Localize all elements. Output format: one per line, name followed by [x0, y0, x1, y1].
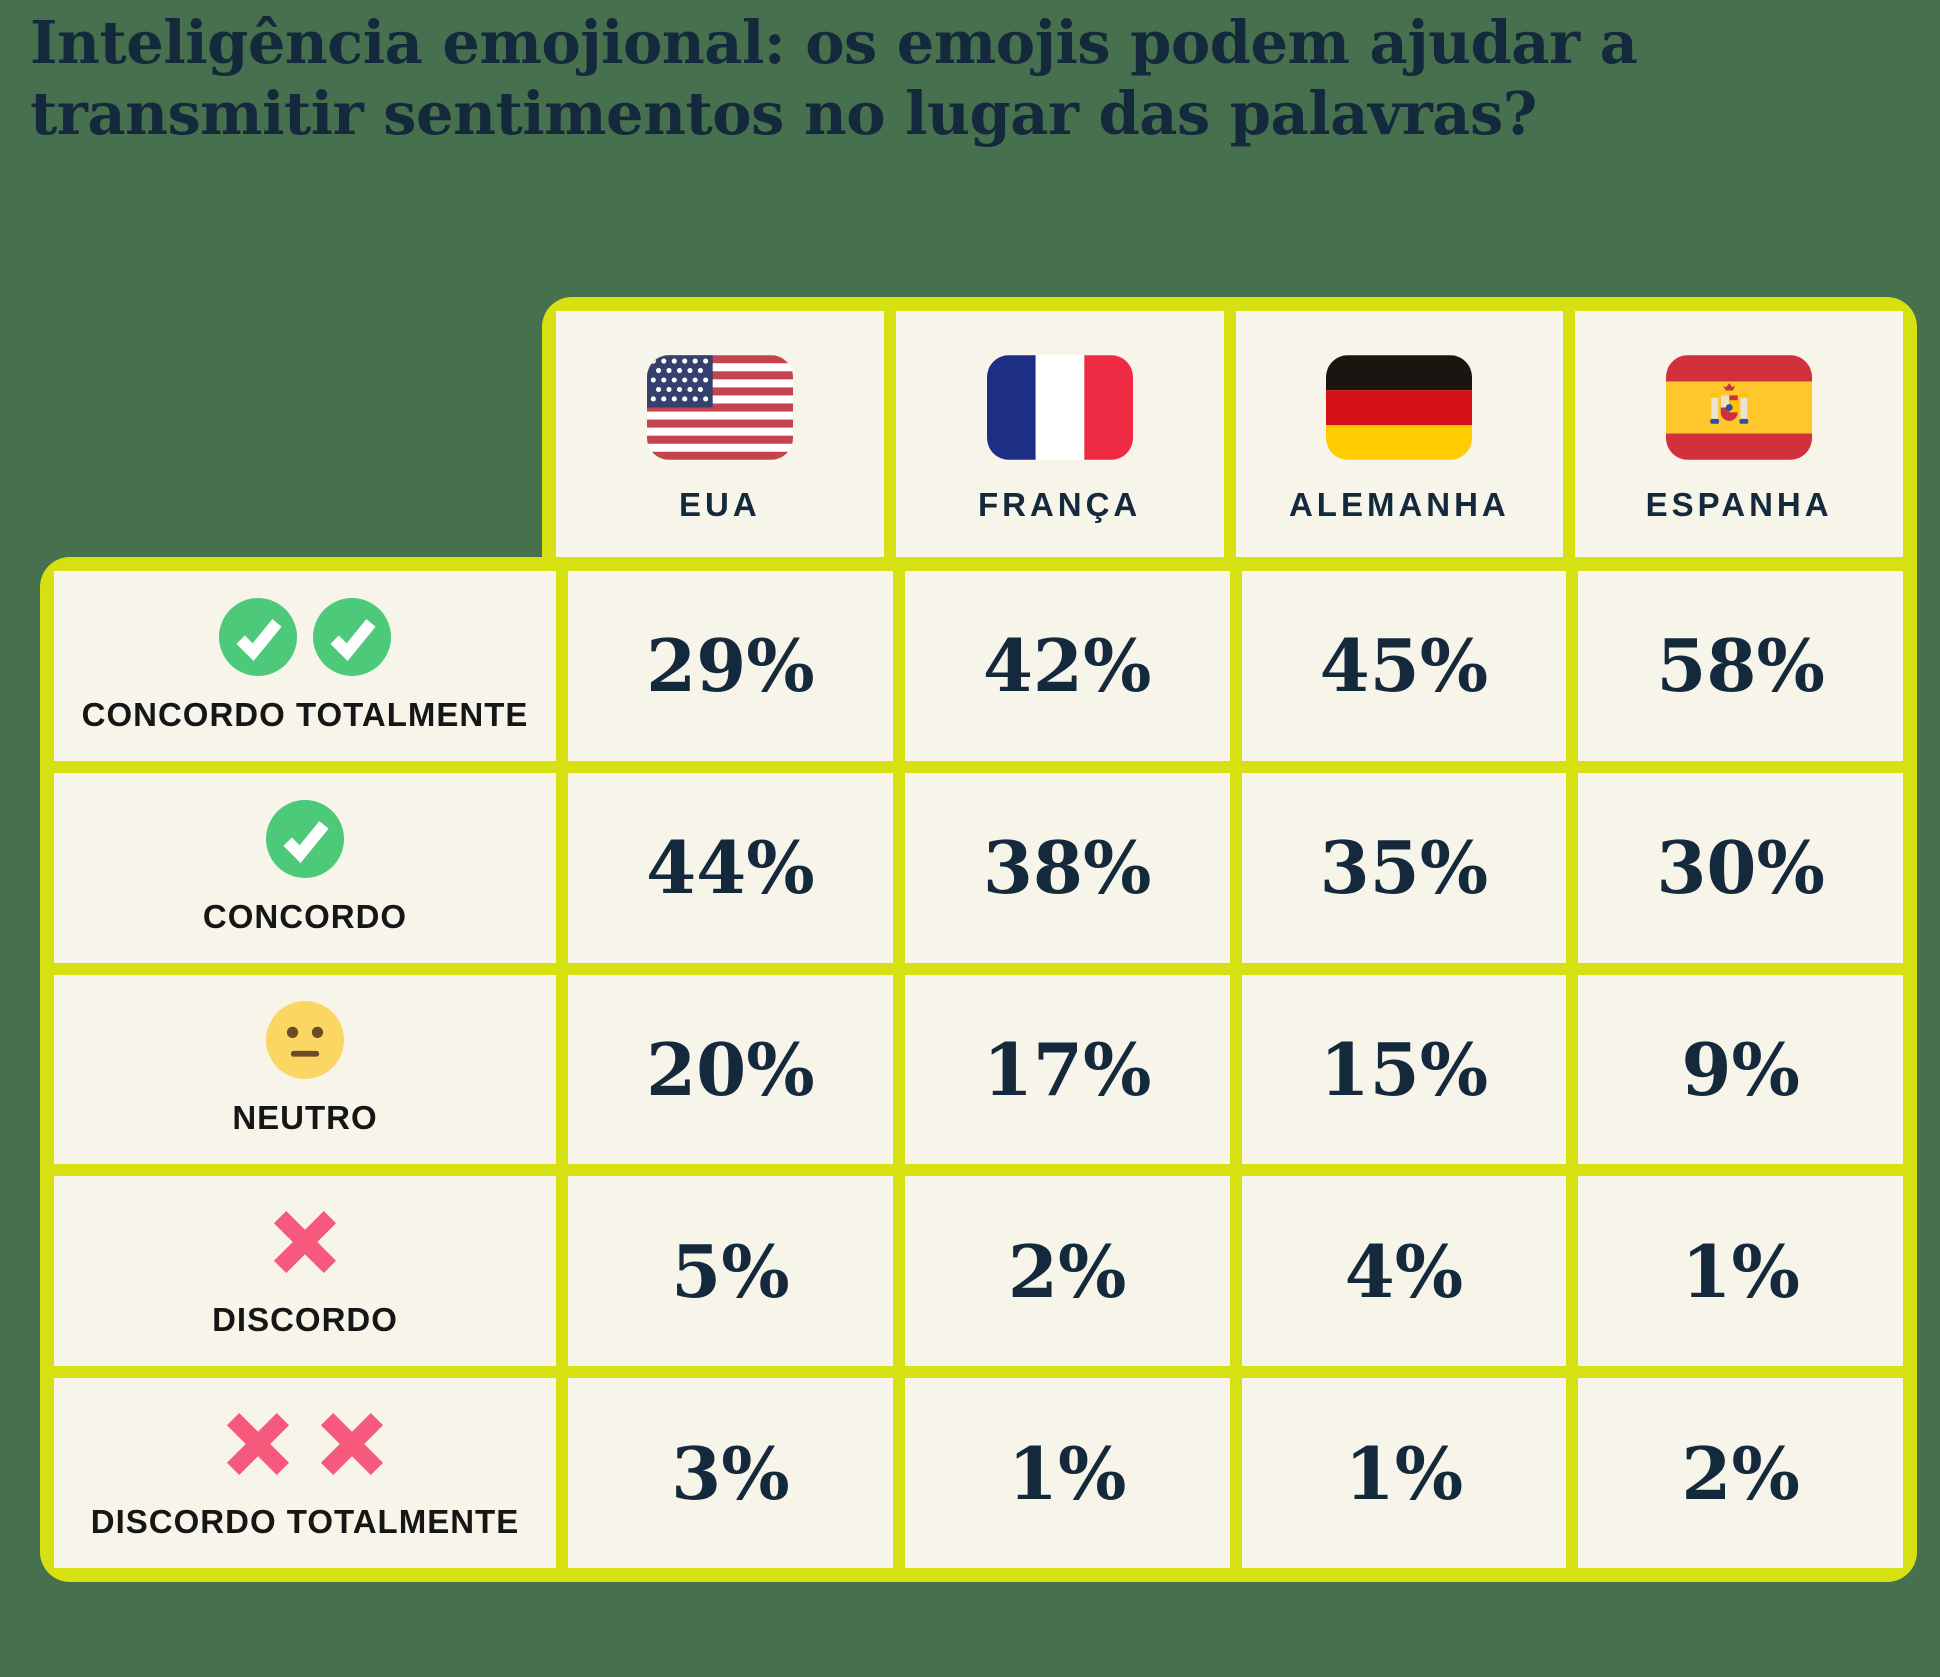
column-header-eua: EUA [556, 311, 884, 557]
row-icons [266, 1203, 344, 1281]
value-cell-neutro-alemanha: 15% [1241, 974, 1567, 1165]
column-header-espanha: ESPANHA [1575, 311, 1903, 557]
check-circle-icon [313, 597, 391, 676]
value-cell-discordo-espanha: 1% [1578, 1176, 1903, 1367]
usa-flag-icon [646, 354, 793, 460]
row-label: CONCORDO [202, 897, 408, 935]
value-cell-discordo-franca: 2% [904, 1176, 1230, 1367]
row-header-discordo-totalmente: DISCORDO TOTALMENTE [54, 1378, 556, 1568]
table-header: EUA FRANÇA ALEMANHA ESPANHA [542, 297, 1917, 557]
value-cell-concordo-totalmente-franca: 42% [904, 571, 1230, 761]
value-cell-concordo-alemanha: 35% [1241, 772, 1567, 963]
row-label: DISCORDO TOTALMENTE [90, 1503, 520, 1541]
title-line-2: transmitir sentimentos no lugar das pala… [30, 78, 1537, 148]
column-label: EUA [679, 485, 761, 523]
value-cell-discordo-eua: 5% [568, 1176, 893, 1367]
row-icons [219, 597, 391, 676]
value-cell-concordo-espanha: 30% [1578, 772, 1903, 963]
row-icons [219, 1405, 391, 1483]
value-cell-neutro-franca: 17% [904, 974, 1230, 1165]
france-flag-icon [986, 354, 1133, 460]
title-line-1: Inteligência emojional: os emojis podem … [30, 8, 1638, 77]
value-cell-concordo-totalmente-espanha: 58% [1578, 571, 1903, 761]
value-cell-discordo-totalmente-espanha: 2% [1578, 1378, 1903, 1568]
row-label: CONCORDO TOTALMENTE [81, 695, 529, 733]
row-label: NEUTRO [232, 1099, 378, 1137]
table-body: CONCORDO TOTALMENTE 29% 42% 45% 58% CONCORDO… [40, 557, 1917, 1582]
cross-mark-icon [313, 1405, 391, 1483]
check-circle-icon [219, 597, 297, 676]
cross-mark-icon [266, 1203, 344, 1281]
value-cell-concordo-eua: 44% [568, 772, 893, 963]
germany-flag-icon [1326, 354, 1473, 460]
spain-flag-icon [1666, 354, 1813, 460]
column-label: FRANÇA [977, 485, 1142, 523]
check-circle-icon [266, 799, 344, 878]
row-header-concordo: CONCORDO [54, 772, 556, 963]
column-header-alemanha: ALEMANHA [1235, 311, 1564, 557]
row-icons [266, 1001, 344, 1080]
value-cell-concordo-totalmente-eua: 29% [568, 571, 893, 761]
value-cell-discordo-totalmente-franca: 1% [904, 1378, 1230, 1568]
cross-mark-icon [219, 1405, 297, 1483]
column-header-franca: FRANÇA [895, 311, 1224, 557]
value-cell-concordo-totalmente-alemanha: 45% [1241, 571, 1567, 761]
neutral-face-icon [266, 1001, 344, 1080]
value-cell-neutro-espanha: 9% [1578, 974, 1903, 1165]
value-cell-concordo-franca: 38% [904, 772, 1230, 963]
column-label: ESPANHA [1645, 485, 1833, 523]
row-label: DISCORDO [212, 1301, 398, 1339]
value-cell-neutro-eua: 20% [568, 974, 893, 1165]
page-title: Inteligência emojional: os emojis podem … [30, 8, 1638, 150]
row-icons [266, 799, 344, 878]
value-cell-discordo-alemanha: 4% [1241, 1176, 1567, 1367]
value-cell-discordo-totalmente-alemanha: 1% [1241, 1378, 1567, 1568]
row-header-discordo: DISCORDO [54, 1176, 556, 1367]
value-cell-discordo-totalmente-eua: 3% [568, 1378, 893, 1568]
row-header-neutro: NEUTRO [54, 974, 556, 1165]
column-label: ALEMANHA [1288, 485, 1510, 523]
row-header-concordo-totalmente: CONCORDO TOTALMENTE [54, 571, 556, 761]
